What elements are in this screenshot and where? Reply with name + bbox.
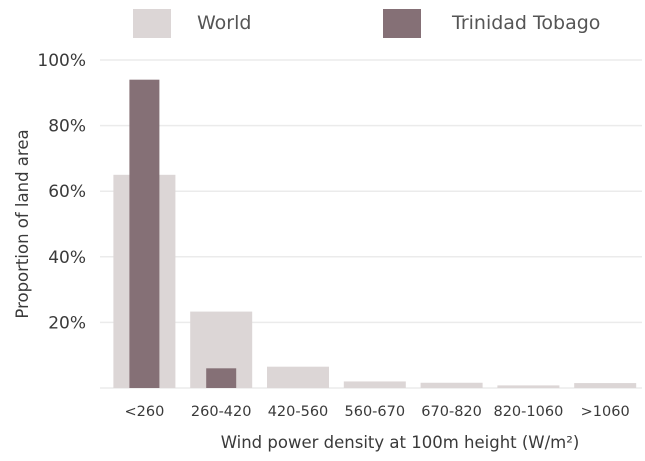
x-tick-label: 260-420 (191, 404, 252, 420)
y-tick-label: 20% (48, 313, 86, 333)
x-tick-label: >1060 (581, 404, 630, 420)
x-axis-ticks: <260 260-420 420-560 560-670 670-820 820-1060… (124, 404, 629, 420)
legend-label: World (197, 12, 251, 34)
y-axis-ticks: 20% 40% 60% 80% 100% (37, 51, 86, 333)
bar-world (343, 381, 406, 388)
y-tick-label: 40% (48, 248, 86, 268)
legend-swatch (383, 9, 421, 38)
legend-swatch (133, 9, 171, 38)
y-tick-label: 60% (48, 182, 86, 202)
x-tick-label: 820-1060 (493, 404, 563, 420)
bar-world (497, 385, 560, 388)
x-tick-label: 420-560 (268, 404, 329, 420)
bar-world (267, 366, 329, 388)
x-tick-label: <260 (124, 404, 164, 420)
legend-label: Trinidad Tobago (451, 12, 600, 34)
gridlines (100, 59, 642, 389)
bar-world (420, 382, 483, 388)
legend: World Trinidad Tobago (133, 9, 600, 38)
x-tick-label: 560-670 (345, 404, 406, 420)
x-tick-label: 670-820 (421, 404, 482, 420)
y-axis-title: Proportion of land area (13, 129, 32, 318)
bar-trinidad-tobago (206, 368, 237, 388)
y-tick-label: 80% (48, 117, 86, 137)
bar-trinidad-tobago (129, 79, 160, 389)
bars (113, 79, 637, 389)
bar-world (574, 383, 637, 388)
y-tick-label: 100% (37, 51, 86, 71)
x-axis-title: Wind power density at 100m height (W/m²) (221, 433, 580, 452)
